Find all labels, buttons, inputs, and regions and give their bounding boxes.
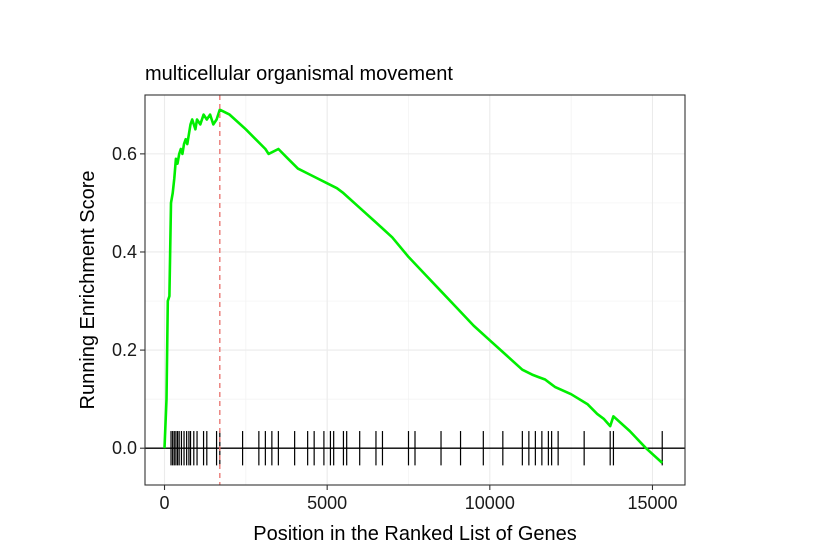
running-score-line: [163, 108, 664, 464]
x-axis-title: Position in the Ranked List of Genes: [253, 523, 577, 545]
x-tick-label: 10000: [465, 493, 515, 513]
x-axis: 0 5000 10000 15000: [160, 485, 678, 513]
x-tick-label: 0: [160, 493, 170, 513]
y-tick-label: 0.2: [112, 340, 137, 360]
y-tick-label: 0.6: [112, 144, 137, 164]
y-axis: 0.0 0.2 0.4 0.6: [112, 144, 145, 458]
y-axis-title: Running Enrichment Score: [77, 170, 99, 409]
gene-hit-ticks: [170, 431, 663, 466]
x-tick-label: 15000: [627, 493, 677, 513]
y-tick-label: 0.4: [112, 242, 137, 262]
plot-panel: [145, 95, 685, 485]
chart-title: multicellular organismal movement: [145, 63, 453, 85]
y-tick-label: 0.0: [112, 438, 137, 458]
plot-border: [144, 94, 686, 486]
x-tick-label: 5000: [307, 493, 347, 513]
running-score-layer: [163, 108, 664, 464]
